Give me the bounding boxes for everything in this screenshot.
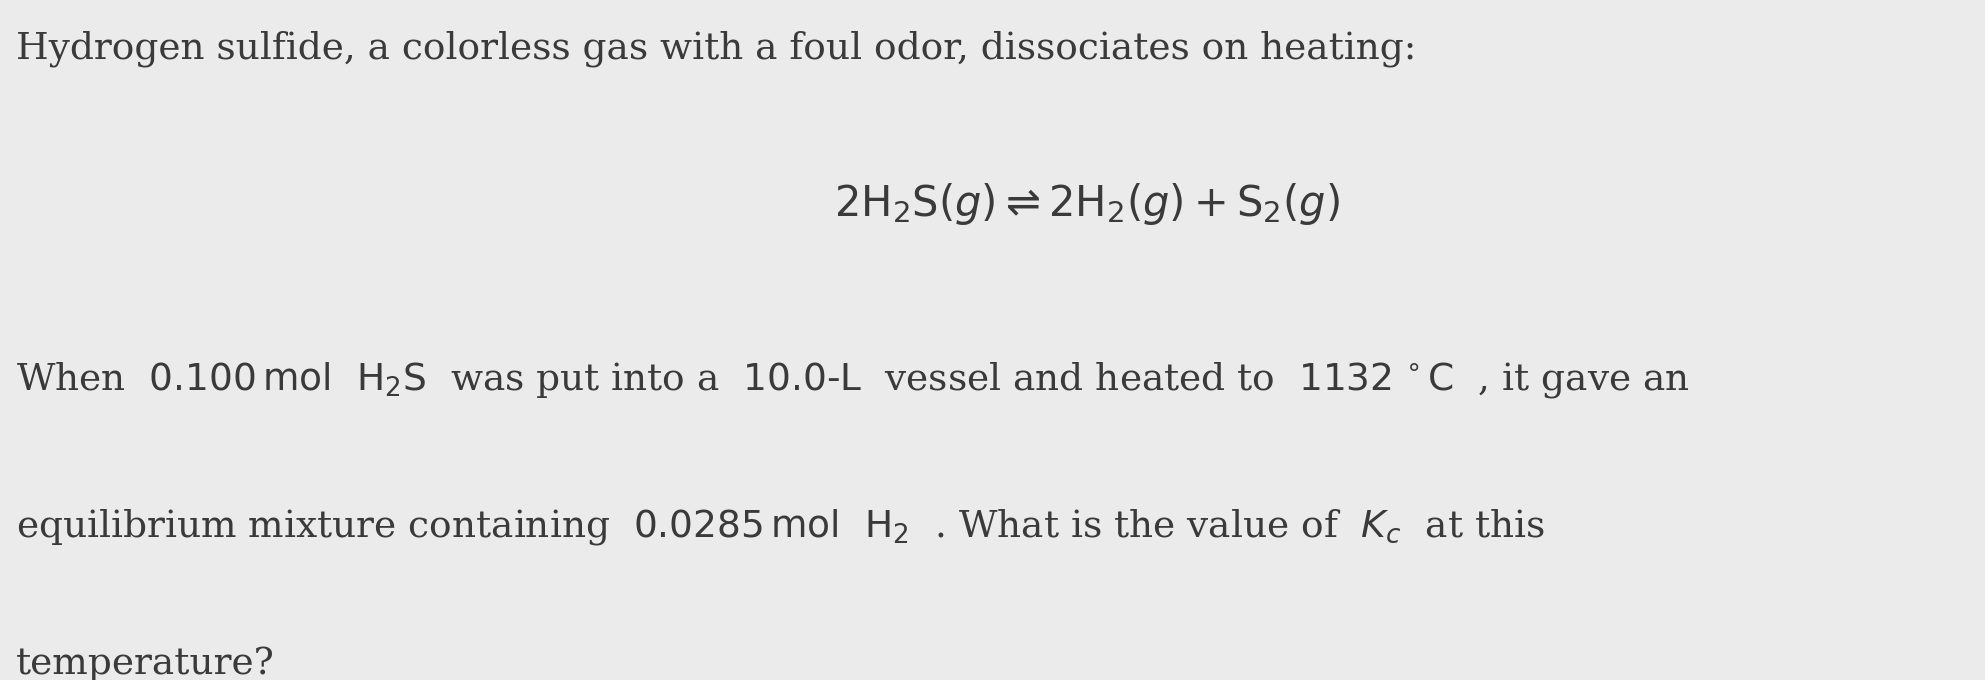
Text: When  $0.100\,\mathrm{mol}$  $\mathrm{H_2S}$  was put into a  $10.0\text{-L}$  v: When $0.100\,\mathrm{mol}$ $\mathrm{H_2S… xyxy=(16,360,1689,401)
Text: temperature?: temperature? xyxy=(16,646,274,680)
Text: equilibrium mixture containing  $0.0285\,\mathrm{mol}$  $\mathrm{H_2}$  . What i: equilibrium mixture containing $0.0285\,… xyxy=(16,507,1544,547)
Text: Hydrogen sulfide, a colorless gas with a foul odor, dissociates on heating:: Hydrogen sulfide, a colorless gas with a… xyxy=(16,31,1415,67)
Text: $2\mathrm{H_2S}(g) \rightleftharpoons 2\mathrm{H_2}(g) + \mathrm{S_2}(g)$: $2\mathrm{H_2S}(g) \rightleftharpoons 2\… xyxy=(834,181,1340,227)
